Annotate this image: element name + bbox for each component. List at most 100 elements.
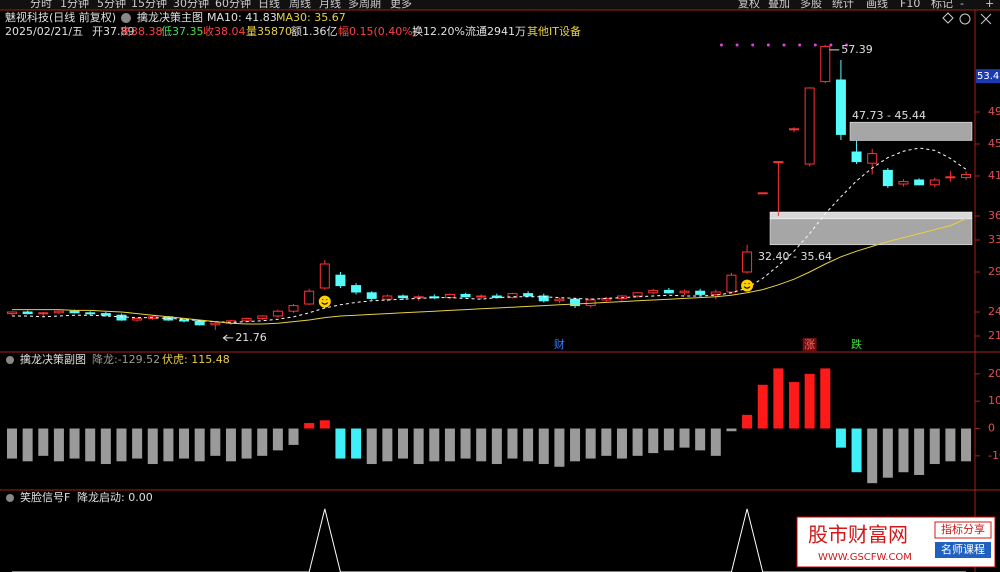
quote-info: 其他IT设备 xyxy=(527,24,581,38)
bar xyxy=(679,428,690,448)
bar xyxy=(851,428,862,473)
bar xyxy=(726,428,737,432)
zone-label: 47.73 - 45.44 xyxy=(852,109,926,122)
candle-body xyxy=(789,128,799,131)
bar xyxy=(460,428,471,459)
quote-info: 量35870 xyxy=(246,25,292,38)
indicator-icon[interactable] xyxy=(6,356,14,364)
candle-body xyxy=(179,319,190,322)
smiley-face xyxy=(743,283,751,289)
bar xyxy=(914,428,925,475)
bar xyxy=(820,368,831,429)
quote-info: 换12.20% xyxy=(412,24,465,38)
indicator-icon[interactable] xyxy=(6,494,14,502)
bar xyxy=(116,428,127,462)
legend-item: 降龙启动: 0.00 xyxy=(77,490,153,504)
bar xyxy=(69,428,80,459)
toolbar-button[interactable]: 复权 xyxy=(738,0,760,10)
toolbar-tab[interactable]: 1分钟 xyxy=(60,0,89,10)
event-label: 跌 xyxy=(851,337,862,351)
candle-body xyxy=(570,298,581,307)
zone-label: 32.40 - 35.64 xyxy=(758,250,832,263)
quote-info: 2025/02/21/五 xyxy=(5,25,83,38)
indicator-icon[interactable] xyxy=(121,13,131,23)
bar xyxy=(257,428,268,456)
toolbar-button[interactable]: 叠加 xyxy=(768,0,790,10)
indicator-title: 笑脸信号F xyxy=(20,490,70,504)
toolbar-tab[interactable]: 月线 xyxy=(319,0,341,10)
zone xyxy=(769,211,973,220)
bar xyxy=(22,428,33,462)
indicator-title: 擒龙决策副图 xyxy=(20,352,86,366)
candle-body xyxy=(132,317,143,321)
candle-body xyxy=(757,192,768,195)
bar xyxy=(835,428,846,448)
candle-body xyxy=(851,151,862,163)
toolbar-button[interactable]: 标记 xyxy=(931,0,953,10)
bar xyxy=(554,428,565,467)
candle-body xyxy=(429,296,440,299)
candle-body xyxy=(898,181,909,185)
bar xyxy=(570,428,581,462)
bar xyxy=(507,428,518,459)
toolbar-tab[interactable]: 多周期 xyxy=(348,0,381,10)
bar xyxy=(742,414,753,429)
bar xyxy=(757,384,768,429)
bar xyxy=(929,428,940,465)
tag: 名师课程 xyxy=(941,542,985,556)
bar xyxy=(695,428,706,451)
candle-body xyxy=(476,295,487,298)
toolbar-tab[interactable]: 60分钟 xyxy=(215,0,251,10)
indicator-title: 擒龙决策主图 xyxy=(137,10,203,24)
candle-body xyxy=(945,176,956,179)
low-label: 21.76 xyxy=(235,331,267,344)
toolbar-tab[interactable]: 15分钟 xyxy=(131,0,167,10)
settings-icon[interactable] xyxy=(959,13,971,25)
candle-body xyxy=(507,293,518,299)
close-icon[interactable] xyxy=(980,13,992,25)
bar xyxy=(85,428,96,462)
y-tick-label: 21 xyxy=(988,329,1000,342)
bar xyxy=(663,428,674,451)
zone xyxy=(769,218,973,246)
candle-body xyxy=(319,263,330,289)
toolbar-button[interactable]: F10 xyxy=(900,0,920,10)
bar xyxy=(867,428,878,484)
candle-body xyxy=(867,153,878,164)
candle-body xyxy=(742,251,753,273)
toolbar-tab[interactable]: 更多 xyxy=(390,0,412,10)
quote-info: 额1.36亿 xyxy=(291,25,338,38)
bar xyxy=(7,428,17,459)
watermark-name: 股市财富网 xyxy=(808,523,908,547)
candle-body xyxy=(663,289,674,294)
toolbar-tab[interactable]: 周线 xyxy=(289,0,311,10)
quote-info: 幅0.15(0.40%) xyxy=(338,25,417,38)
toolbar-button[interactable]: - xyxy=(960,0,964,10)
candle-body xyxy=(335,274,346,287)
candle-body xyxy=(523,293,534,297)
toolbar-tab[interactable]: 5分钟 xyxy=(97,0,126,10)
y-tick-label: 41 xyxy=(988,169,1000,182)
bar xyxy=(210,428,221,456)
toolbar-button[interactable]: + xyxy=(985,0,994,10)
candle-body xyxy=(554,298,565,302)
candle-body xyxy=(304,290,315,305)
candle-body xyxy=(460,293,471,298)
toolbar-tab[interactable]: 日线 xyxy=(258,0,280,10)
toolbar-button[interactable]: 多股 xyxy=(800,0,822,10)
candle-body xyxy=(961,173,972,179)
bar xyxy=(398,428,408,459)
quote-info: 高38.38 xyxy=(120,24,163,38)
diamond-icon[interactable] xyxy=(942,12,954,24)
bar xyxy=(444,428,455,462)
candle-body xyxy=(726,274,737,293)
watermark-url: WWW.GSCFW.COM xyxy=(818,552,912,563)
toolbar-tab[interactable]: 分时 xyxy=(30,0,52,10)
bar xyxy=(335,428,346,459)
toolbar-button[interactable]: 统计 xyxy=(832,0,854,10)
toolbar-tab[interactable]: 30分钟 xyxy=(173,0,209,10)
toolbar-button[interactable]: 画线 xyxy=(866,0,888,10)
candle-body xyxy=(710,291,721,295)
